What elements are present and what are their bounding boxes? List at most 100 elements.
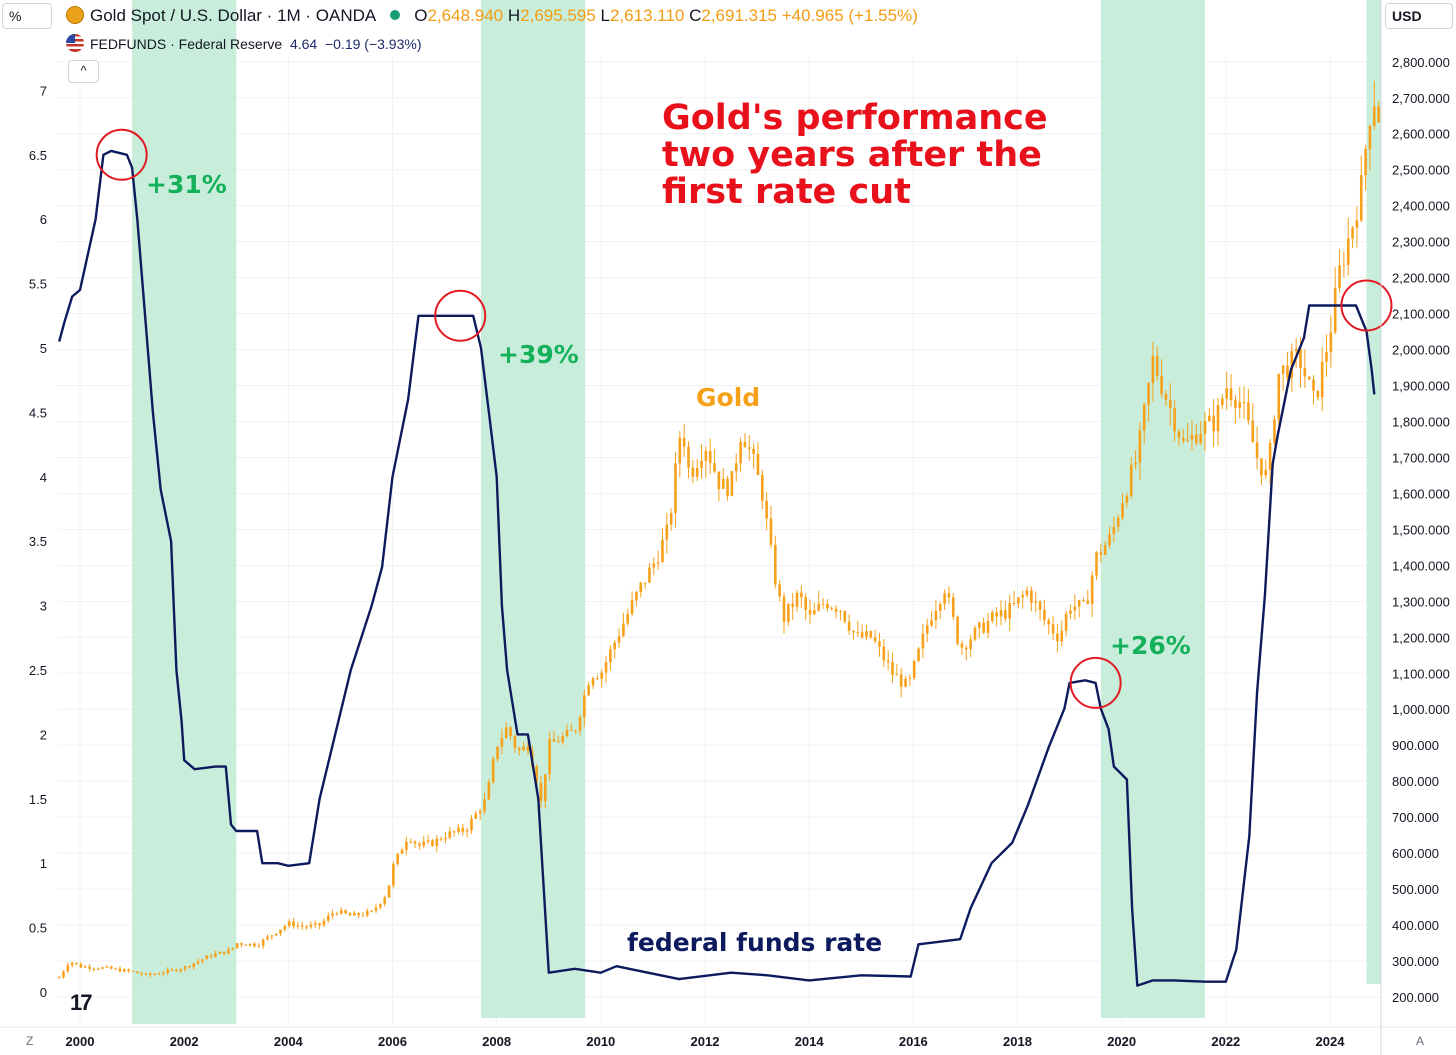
gold-candle-body xyxy=(917,648,920,661)
gold-candle-body xyxy=(170,969,174,971)
gold-candle-body xyxy=(1294,348,1298,351)
gold-candle-body xyxy=(895,674,899,676)
first-rate-cut-circle xyxy=(95,128,148,181)
gold-candle-body xyxy=(1030,590,1033,603)
gold-candle-body xyxy=(1368,125,1372,149)
gold-candle-body xyxy=(552,739,556,742)
gold-candle-body xyxy=(392,863,395,886)
right-axis-tick-label: 200.000 xyxy=(1392,990,1439,1005)
right-axis-tick-label: 1,500.000 xyxy=(1392,522,1450,537)
gold-candle-body xyxy=(70,962,74,966)
gold-candle-body xyxy=(826,603,829,609)
gold-candle-body xyxy=(535,766,538,783)
gold-candle-body xyxy=(687,446,690,468)
main-series-legend[interactable]: Gold Spot / U.S. Dollar · 1M · OANDA O2,6… xyxy=(66,6,918,26)
gold-candle-body xyxy=(1364,148,1367,176)
overlay-series-legend[interactable]: FEDFUNDS · Federal Reserve 4.64 −0.19 (−… xyxy=(66,34,421,52)
collapse-legend-button[interactable]: ^ xyxy=(68,60,99,83)
left-axis-tick-label: 4 xyxy=(40,470,47,485)
gold-candle-body xyxy=(500,738,504,747)
gold-candle-body xyxy=(313,923,317,925)
gold-candle-body xyxy=(795,592,799,607)
gold-candle-body xyxy=(379,903,382,908)
gold-candle-body xyxy=(370,910,373,912)
gold-candle-body xyxy=(235,943,239,948)
gold-candle-body xyxy=(856,632,860,634)
gold-candle-body xyxy=(843,611,847,622)
gold-candle-body xyxy=(1043,609,1046,621)
gold-candle-body xyxy=(635,592,638,601)
gold-candle-body xyxy=(374,907,378,911)
x-axis-tick-label: 2004 xyxy=(274,1034,304,1049)
gold-candle-body xyxy=(713,463,716,472)
gold-candle-body xyxy=(782,596,786,622)
gold-candle-body xyxy=(253,943,256,947)
gold-candle-body xyxy=(695,467,699,477)
gain-label-2001: +31% xyxy=(146,170,227,199)
left-axis-tick-label: 3 xyxy=(40,599,47,614)
right-axis-tick-label: 500.000 xyxy=(1392,882,1439,897)
gold-candle-body xyxy=(1125,495,1129,504)
gold-candle-body xyxy=(196,961,200,964)
gold-candle-body xyxy=(708,450,712,464)
first-rate-cut-circle xyxy=(1069,656,1122,709)
right-axis-tick-label: 2,500.000 xyxy=(1392,163,1450,178)
gold-candle-body xyxy=(1017,597,1020,604)
gold-candle-body xyxy=(717,471,721,489)
gold-candle-body xyxy=(1190,434,1194,440)
left-axis-unit-selector[interactable]: % xyxy=(2,3,52,29)
overlay-series-change: −0.19 (−3.93%) xyxy=(324,36,422,52)
gold-candle-body xyxy=(1142,404,1146,431)
left-axis-tick-label: 5 xyxy=(40,341,47,356)
gold-candle-body xyxy=(318,923,321,926)
gold-candle-body xyxy=(1134,462,1137,465)
gold-candle-body xyxy=(79,964,83,968)
first-rate-cut-circle xyxy=(1340,279,1393,332)
gold-candle-body xyxy=(222,951,226,954)
gold-candle-body xyxy=(326,915,330,921)
fed-series-label: federal funds rate xyxy=(627,928,883,957)
gold-candle-body xyxy=(470,818,473,831)
gold-candle-body xyxy=(483,799,486,812)
gold-candle-body xyxy=(600,672,604,679)
annotation-title-line3: first rate cut xyxy=(662,172,911,212)
gold-candle-body xyxy=(583,695,586,718)
right-axis-unit-selector[interactable]: USD xyxy=(1385,3,1453,29)
gold-candle-body xyxy=(556,741,560,743)
gold-candle-body xyxy=(1064,613,1068,631)
gold-candle-body xyxy=(930,620,933,626)
left-axis-tick-label: 7 xyxy=(40,83,47,98)
gold-candle-body xyxy=(461,827,465,832)
gold-candle-body xyxy=(886,660,890,663)
auto-scale-button[interactable]: A xyxy=(1416,1034,1425,1048)
x-axis-tick-label: 2024 xyxy=(1316,1034,1346,1049)
zoom-reset-button[interactable]: Z xyxy=(26,1034,34,1048)
right-axis-tick-label: 800.000 xyxy=(1392,774,1439,789)
gold-candle-body xyxy=(578,717,582,731)
gold-candle-body xyxy=(405,841,408,850)
ohlc-low: 2,613.110 xyxy=(609,6,685,25)
gold-candle-body xyxy=(1377,106,1380,123)
gold-candle-body xyxy=(1186,439,1189,441)
right-axis-tick-label: 2,000.000 xyxy=(1392,343,1450,358)
gold-candle-body xyxy=(257,945,261,947)
gold-candle-body xyxy=(283,925,287,930)
right-axis-tick-label: 2,100.000 xyxy=(1392,307,1450,322)
rate-cut-period-shade xyxy=(1100,0,1205,1018)
gold-candle-body xyxy=(639,582,643,593)
gold-candle-body xyxy=(487,782,491,800)
gold-candle-body xyxy=(62,971,65,978)
gold-candle-body xyxy=(296,925,300,927)
gold-candle-body xyxy=(457,827,460,832)
gold-candle-body xyxy=(1307,376,1311,380)
gold-candle-body xyxy=(774,544,777,585)
gold-candle-body xyxy=(873,637,877,642)
gold-candle-body xyxy=(1151,355,1155,384)
gold-candle-body xyxy=(244,944,248,946)
gold-candle-body xyxy=(478,811,482,814)
gold-candle-body xyxy=(878,641,881,647)
gold-candle-body xyxy=(904,678,907,687)
x-axis-tick-label: 2006 xyxy=(378,1034,407,1049)
right-axis-tick-label: 300.000 xyxy=(1392,954,1439,969)
